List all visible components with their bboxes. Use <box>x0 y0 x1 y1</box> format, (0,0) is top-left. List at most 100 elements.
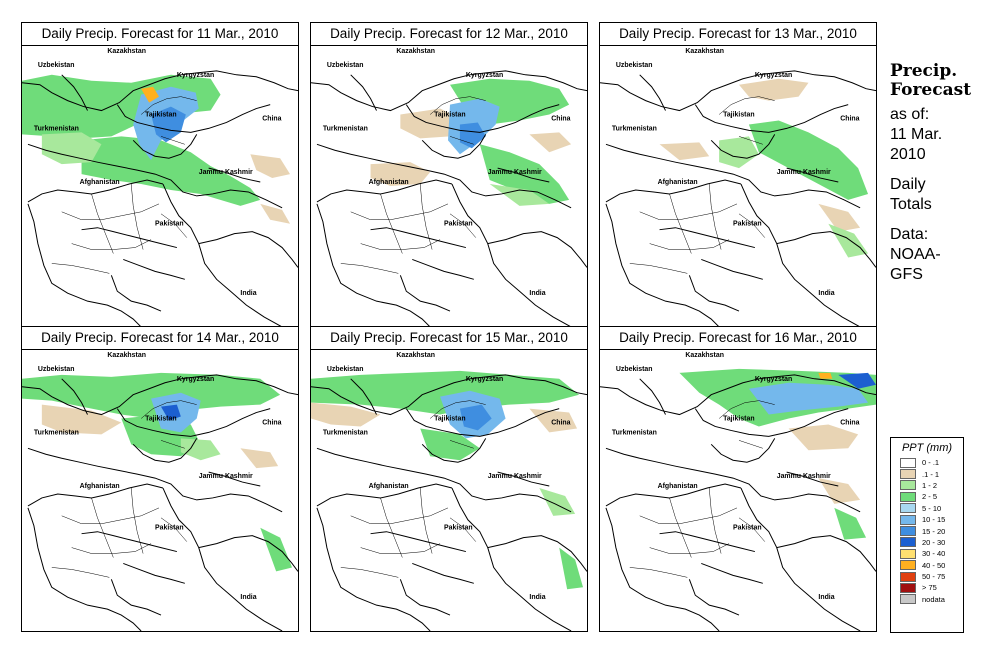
precip-area <box>250 154 291 179</box>
precip-area <box>834 507 867 540</box>
map-label-china: China <box>262 419 281 426</box>
province-line <box>350 203 449 221</box>
precip-area <box>818 203 861 232</box>
province-line <box>649 543 730 554</box>
side-title-2: Forecast <box>890 80 972 100</box>
legend-item: 50 - 75 <box>891 571 963 582</box>
country-border <box>81 227 177 249</box>
map-label-tajikistan: Tajikistan <box>434 112 466 119</box>
map-label-kyrgyzstan: Kyrgyzstan <box>177 72 214 79</box>
province-line <box>51 567 110 578</box>
side-data-2: NOAA- <box>890 246 941 263</box>
province-line <box>419 487 433 554</box>
map-label-kazakhstan: Kazakhstan <box>107 48 146 55</box>
country-border <box>497 471 550 487</box>
precip-area <box>479 144 570 204</box>
map-label-jammu-kashmir: Jammu Kashmir <box>199 169 253 176</box>
map-label-kazakhstan: Kazakhstan <box>107 352 146 359</box>
country-border <box>61 74 88 111</box>
map-label-pakistan: Pakistan <box>444 525 473 532</box>
country-border <box>786 471 839 487</box>
country-border <box>405 104 560 133</box>
country-border <box>451 183 572 327</box>
precip-area <box>180 438 221 461</box>
country-border <box>27 143 283 209</box>
province-line <box>71 239 152 250</box>
country-border <box>776 535 876 572</box>
country-border <box>132 438 198 463</box>
country-border <box>27 447 283 513</box>
map-label-kyrgyzstan: Kyrgyzstan <box>755 72 792 79</box>
province-line <box>669 497 692 558</box>
country-border <box>659 531 755 553</box>
precip-area <box>748 120 869 200</box>
panel-title: Daily Precip. Forecast for 15 Mar., 2010 <box>311 327 587 350</box>
country-border <box>451 487 572 631</box>
legend-swatch <box>900 537 916 548</box>
map-label-pakistan: Pakistan <box>733 221 762 228</box>
country-border <box>710 438 776 463</box>
map-label-tajikistan: Tajikistan <box>723 112 755 119</box>
country-border <box>694 104 849 133</box>
precip-map: Kazakhstan Uzbekistan Kyrgyzstan Tajikistan… <box>22 48 298 327</box>
map-label-kyrgyzstan: Kyrgyzstan <box>177 376 214 383</box>
map-label-turkmenistan: Turkmenistan <box>34 125 79 132</box>
country-border <box>688 275 740 312</box>
country-border <box>27 179 164 203</box>
panel-title: Daily Precip. Forecast for 11 Mar., 2010 <box>22 23 298 46</box>
country-border <box>116 104 271 133</box>
country-border <box>605 179 742 203</box>
country-border <box>639 378 666 415</box>
map-label-uzbekistan: Uzbekistan <box>616 62 653 69</box>
side-asof-2: 11 Mar. <box>890 126 943 143</box>
province-line <box>160 136 185 145</box>
precip-area <box>151 106 186 143</box>
country-border <box>605 507 720 631</box>
country-border <box>694 408 849 437</box>
country-border <box>61 378 88 415</box>
country-border <box>208 167 261 183</box>
legend-item: 20 - 30 <box>891 537 963 548</box>
map-label-india: India <box>529 290 545 297</box>
precip-area <box>738 78 809 101</box>
map-label-tajikistan: Tajikistan <box>723 416 755 423</box>
legend-item: 30 - 40 <box>891 548 963 559</box>
country-border <box>110 275 162 312</box>
country-border <box>639 74 666 111</box>
province-line <box>130 487 144 554</box>
legend-label: 10 - 15 <box>922 515 946 525</box>
country-border <box>22 374 298 416</box>
country-border <box>605 447 861 513</box>
country-border <box>27 203 142 327</box>
side-asof-1: as of: <box>890 106 930 123</box>
map-label-india: India <box>818 594 834 601</box>
country-border <box>311 374 587 416</box>
legend-item: 15 - 20 <box>891 525 963 537</box>
precip-area <box>838 372 876 389</box>
province-line <box>429 400 486 419</box>
precip-area <box>311 370 580 415</box>
map-label-turkmenistan: Turkmenistan <box>612 125 657 132</box>
province-line <box>140 400 197 419</box>
precip-area <box>41 404 122 435</box>
country-border <box>600 374 876 416</box>
side-data-1: Data: <box>890 226 929 243</box>
map-label-uzbekistan: Uzbekistan <box>327 62 364 69</box>
province-line <box>738 213 765 238</box>
country-border <box>487 535 587 572</box>
map-label-tajikistan: Tajikistan <box>434 416 466 423</box>
country-border <box>316 179 453 203</box>
country-border <box>370 227 466 249</box>
legend-swatch <box>900 480 916 491</box>
map-label-pakistan: Pakistan <box>733 525 762 532</box>
map-label-jammu-kashmir: Jammu Kashmir <box>488 169 542 176</box>
precip-area <box>260 203 291 224</box>
precip-map: Kazakhstan Uzbekistan Kyrgyzstan Tajikistan… <box>22 352 298 631</box>
legend-label: > 75 <box>922 583 937 593</box>
legend-label: 2 - 5 <box>922 492 938 502</box>
map-label-turkmenistan: Turkmenistan <box>34 429 79 436</box>
precip-area <box>160 404 181 421</box>
legend-swatch <box>900 469 916 480</box>
legend-swatch <box>900 582 916 593</box>
